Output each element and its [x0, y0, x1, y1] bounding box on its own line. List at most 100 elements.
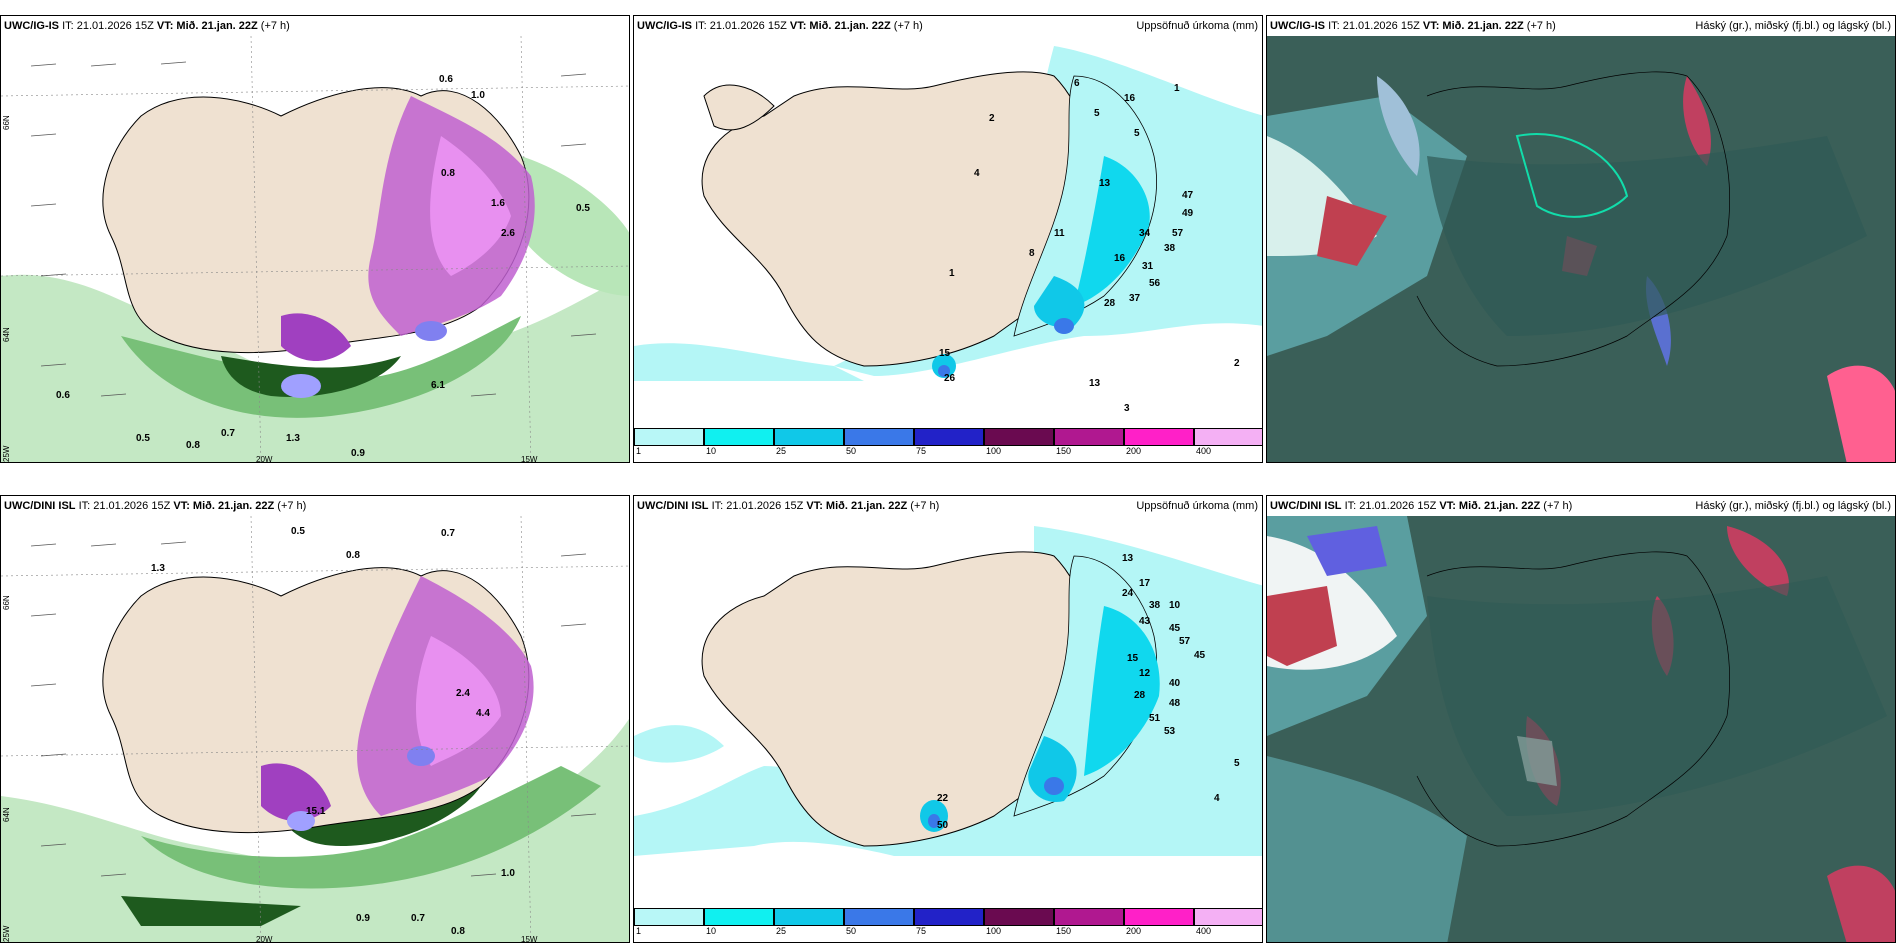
lat-label: 64N	[2, 327, 11, 342]
colorbar-tick: 400	[1196, 926, 1212, 936]
wind-value: 6.1	[431, 380, 445, 391]
precip-value: 16	[1114, 253, 1126, 264]
colorbar-swatch	[1194, 908, 1262, 926]
precip-value: 28	[1134, 690, 1146, 701]
precip-value: 12	[1139, 668, 1151, 679]
wind-value: 0.8	[186, 440, 200, 451]
colorbar-swatch	[914, 908, 984, 926]
wind-value: 2.6	[501, 228, 515, 239]
panel-dini-clouds: UWC/DINI ISL IT: 21.01.2026 15Z VT: Mið.…	[1266, 495, 1896, 943]
colorbar-tick: 25	[776, 446, 787, 456]
wind-value: 15.1	[306, 806, 326, 817]
panel-header: UWC/IG-IS IT: 21.01.2026 15Z VT: Mið. 21…	[634, 16, 1262, 36]
precip-value: 1	[949, 268, 955, 279]
precip-value: 38	[1149, 600, 1161, 611]
precip-value: 15	[1127, 653, 1139, 664]
precip-value: 50	[937, 820, 949, 831]
precip-value: 28	[1104, 298, 1116, 309]
precip-value: 13	[1089, 378, 1101, 389]
precip-value: 57	[1179, 636, 1191, 647]
colorbar-swatch	[1054, 428, 1124, 446]
precip-value: 17	[1139, 578, 1151, 589]
wind-value: 0.9	[356, 913, 370, 924]
colorbar-tick: 50	[846, 926, 857, 936]
colorbar-tick: 200	[1126, 926, 1142, 936]
panel-dini-precip: UWC/DINI ISL IT: 21.01.2026 15Z VT: Mið.…	[633, 495, 1263, 943]
precip-value: 2	[989, 113, 995, 124]
precip-value: 16	[1124, 93, 1136, 104]
panel-header: UWC/IG-IS IT: 21.01.2026 15Z VT: Mið. 21…	[1, 16, 629, 36]
precip-value: 2	[1234, 358, 1240, 369]
precip-value: 31	[1142, 261, 1154, 272]
colorbar-tick: 100	[986, 926, 1002, 936]
lon-label: 20W	[256, 455, 273, 463]
wind-value: 0.6	[439, 74, 453, 85]
colorbar-swatch	[704, 428, 774, 446]
wind-precip-map: 0.5 0.8 0.7 2.4 4.4 1.0 15.1 0.9 0.7 0.8…	[1, 516, 629, 943]
wind-value: 0.5	[291, 526, 305, 537]
colorbar-tick: 1	[636, 446, 642, 456]
lat-label: 66N	[2, 115, 11, 130]
wind-value: 0.7	[221, 428, 235, 439]
precip-value: 8	[1029, 248, 1035, 259]
colorbar-tick: 75	[916, 446, 927, 456]
precip-value: 13	[1099, 178, 1111, 189]
wind-value: 1.0	[501, 868, 515, 879]
wind-value: 0.7	[441, 528, 455, 539]
colorbar-swatch	[704, 908, 774, 926]
precip-value: 3	[1124, 403, 1130, 414]
colorbar-swatch	[914, 428, 984, 446]
colorbar-swatch	[774, 428, 844, 446]
colorbar-swatch	[634, 428, 704, 446]
colorbar-tick: 25	[776, 926, 787, 936]
lon-label: 15W	[521, 935, 538, 943]
panel-header: UWC/DINI ISL IT: 21.01.2026 15Z VT: Mið.…	[1267, 496, 1895, 516]
wind-value: 0.9	[351, 448, 365, 459]
precip-value: 51	[1149, 713, 1161, 724]
precip-value: 4	[1214, 793, 1220, 804]
precip-value: 13	[1122, 553, 1134, 564]
colorbar-swatch	[984, 908, 1054, 926]
colorbar-tick: 50	[846, 446, 857, 456]
colorbar-tick: 200	[1126, 446, 1142, 456]
lon-label: 15W	[521, 455, 538, 463]
colorbar: 1 10 25 50 75 100 150 200 400	[634, 908, 1262, 936]
precip-value: 34	[1139, 228, 1151, 239]
wind-value: 0.8	[451, 926, 465, 937]
panel-header: UWC/IG-IS IT: 21.01.2026 15Z VT: Mið. 21…	[1267, 16, 1895, 36]
wind-value: 4.4	[476, 708, 490, 719]
precip-value: 56	[1149, 278, 1161, 289]
wind-value: 2.4	[456, 688, 470, 699]
precip-map: 13 17 24 38 10 45 43 57 45 28 40 48 51 5…	[634, 516, 1262, 916]
colorbar-tick: 1	[636, 926, 642, 936]
cloud-map	[1267, 516, 1895, 942]
colorbar-swatch	[1194, 428, 1262, 446]
precip-value: 48	[1169, 698, 1181, 709]
colorbar-tick: 150	[1056, 446, 1072, 456]
colorbar-swatch	[634, 908, 704, 926]
cloud-map	[1267, 36, 1895, 462]
wind-value: 0.5	[576, 203, 590, 214]
colorbar-swatch	[1124, 908, 1194, 926]
wind-value: 1.6	[491, 198, 505, 209]
precip-value: 53	[1164, 726, 1176, 737]
lon-label: 25W	[2, 445, 11, 462]
precip-value: 22	[937, 793, 949, 804]
precip-value: 5	[1094, 108, 1100, 119]
precip-value: 24	[1122, 588, 1134, 599]
precip-value: 1	[1174, 83, 1180, 94]
panel-ig-clouds: UWC/IG-IS IT: 21.01.2026 15Z VT: Mið. 21…	[1266, 15, 1896, 463]
colorbar-tick: 150	[1056, 926, 1072, 936]
panel-ig-precip: UWC/IG-IS IT: 21.01.2026 15Z VT: Mið. 21…	[633, 15, 1263, 463]
precip-value: 43	[1139, 616, 1151, 627]
precip-value: 57	[1172, 228, 1184, 239]
lat-label: 66N	[2, 595, 11, 610]
colorbar: 1 10 25 50 75 100 150 200 400	[634, 428, 1262, 456]
wind-value: 0.5	[136, 433, 150, 444]
precip-map: 16 1 6 5 2 4 5 13 47 49 34 57 38 31 56 1…	[634, 36, 1262, 436]
lon-label: 20W	[256, 935, 273, 943]
colorbar-tick: 75	[916, 926, 927, 936]
precip-value: 40	[1169, 678, 1181, 689]
panel-dini-wind: UWC/DINI ISL IT: 21.01.2026 15Z VT: Mið.…	[0, 495, 630, 943]
precip-value: 47	[1182, 190, 1194, 201]
